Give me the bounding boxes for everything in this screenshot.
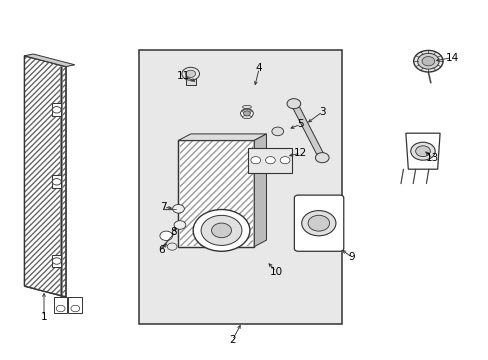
Text: 4: 4 <box>255 63 262 73</box>
Text: 7: 7 <box>160 202 167 212</box>
Bar <box>139 50 342 324</box>
Ellipse shape <box>242 105 251 109</box>
Polygon shape <box>178 134 266 140</box>
FancyBboxPatch shape <box>294 195 343 251</box>
Text: 3: 3 <box>319 107 325 117</box>
Bar <box>248 148 292 173</box>
Circle shape <box>286 99 300 109</box>
Text: 12: 12 <box>293 148 307 158</box>
Bar <box>68 297 82 313</box>
Circle shape <box>71 305 80 312</box>
Circle shape <box>265 157 275 164</box>
Text: 6: 6 <box>158 245 164 255</box>
Text: 14: 14 <box>445 53 458 63</box>
Bar <box>185 73 195 85</box>
Circle shape <box>307 215 329 231</box>
Bar <box>178 140 254 247</box>
Circle shape <box>240 109 253 118</box>
Bar <box>180 141 252 246</box>
Circle shape <box>413 50 442 72</box>
Bar <box>178 140 254 247</box>
Circle shape <box>185 70 195 77</box>
Text: 13: 13 <box>425 153 439 163</box>
Polygon shape <box>254 134 266 247</box>
Polygon shape <box>405 133 439 169</box>
Circle shape <box>211 223 231 238</box>
Bar <box>54 297 67 313</box>
Circle shape <box>315 153 328 163</box>
Polygon shape <box>24 54 75 67</box>
Circle shape <box>193 210 249 251</box>
Ellipse shape <box>242 109 251 113</box>
Circle shape <box>417 53 438 69</box>
Circle shape <box>280 157 289 164</box>
Text: 1: 1 <box>41 312 47 322</box>
Ellipse shape <box>242 115 251 118</box>
Text: 10: 10 <box>269 267 282 277</box>
Circle shape <box>172 204 184 213</box>
Circle shape <box>56 305 65 312</box>
Circle shape <box>271 127 283 136</box>
Circle shape <box>52 107 61 113</box>
Bar <box>52 103 61 116</box>
Polygon shape <box>24 56 66 297</box>
Circle shape <box>167 243 177 250</box>
Text: 8: 8 <box>170 227 177 237</box>
Circle shape <box>421 57 434 66</box>
Polygon shape <box>290 103 325 158</box>
Circle shape <box>182 67 199 80</box>
Circle shape <box>201 215 242 246</box>
Circle shape <box>52 258 61 264</box>
Circle shape <box>301 211 335 236</box>
Circle shape <box>415 146 429 157</box>
Circle shape <box>250 157 260 164</box>
Bar <box>52 255 61 267</box>
Circle shape <box>52 179 61 185</box>
Text: 11: 11 <box>176 71 190 81</box>
Circle shape <box>160 231 172 240</box>
Text: 5: 5 <box>297 119 304 129</box>
Text: 2: 2 <box>228 335 235 345</box>
Circle shape <box>243 111 250 116</box>
Text: 9: 9 <box>348 252 355 262</box>
Circle shape <box>174 221 185 229</box>
Bar <box>52 175 61 188</box>
Ellipse shape <box>272 129 283 134</box>
Circle shape <box>410 142 434 160</box>
